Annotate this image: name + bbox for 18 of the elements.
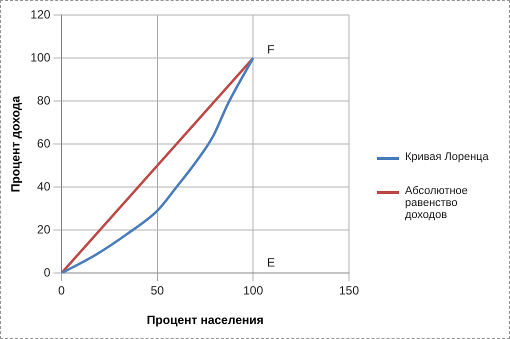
y-tick-label: 0 <box>44 266 51 280</box>
y-axis-title: Процент дохода <box>8 96 23 192</box>
y-tick-label: 120 <box>30 7 51 22</box>
legend-label: Кривая Лоренца <box>405 151 489 163</box>
x-tick-label: 50 <box>150 284 164 298</box>
y-tick-label: 20 <box>37 222 51 236</box>
x-tick-label: 100 <box>243 284 264 298</box>
line-series <box>61 56 254 274</box>
x-tick-label: 150 <box>338 284 360 298</box>
y-tick-label: 60 <box>37 136 51 150</box>
y-tick-label: 80 <box>37 93 51 108</box>
y-tick-label: 40 <box>37 179 51 194</box>
x-tick-label: 0 <box>58 284 66 298</box>
legend-label: Абсолютное равенство доходов <box>405 185 469 221</box>
annotation: E <box>267 256 276 270</box>
annotation: F <box>267 42 274 56</box>
y-tick-label: 100 <box>30 50 51 64</box>
x-axis-title: Процент населения <box>146 313 264 328</box>
